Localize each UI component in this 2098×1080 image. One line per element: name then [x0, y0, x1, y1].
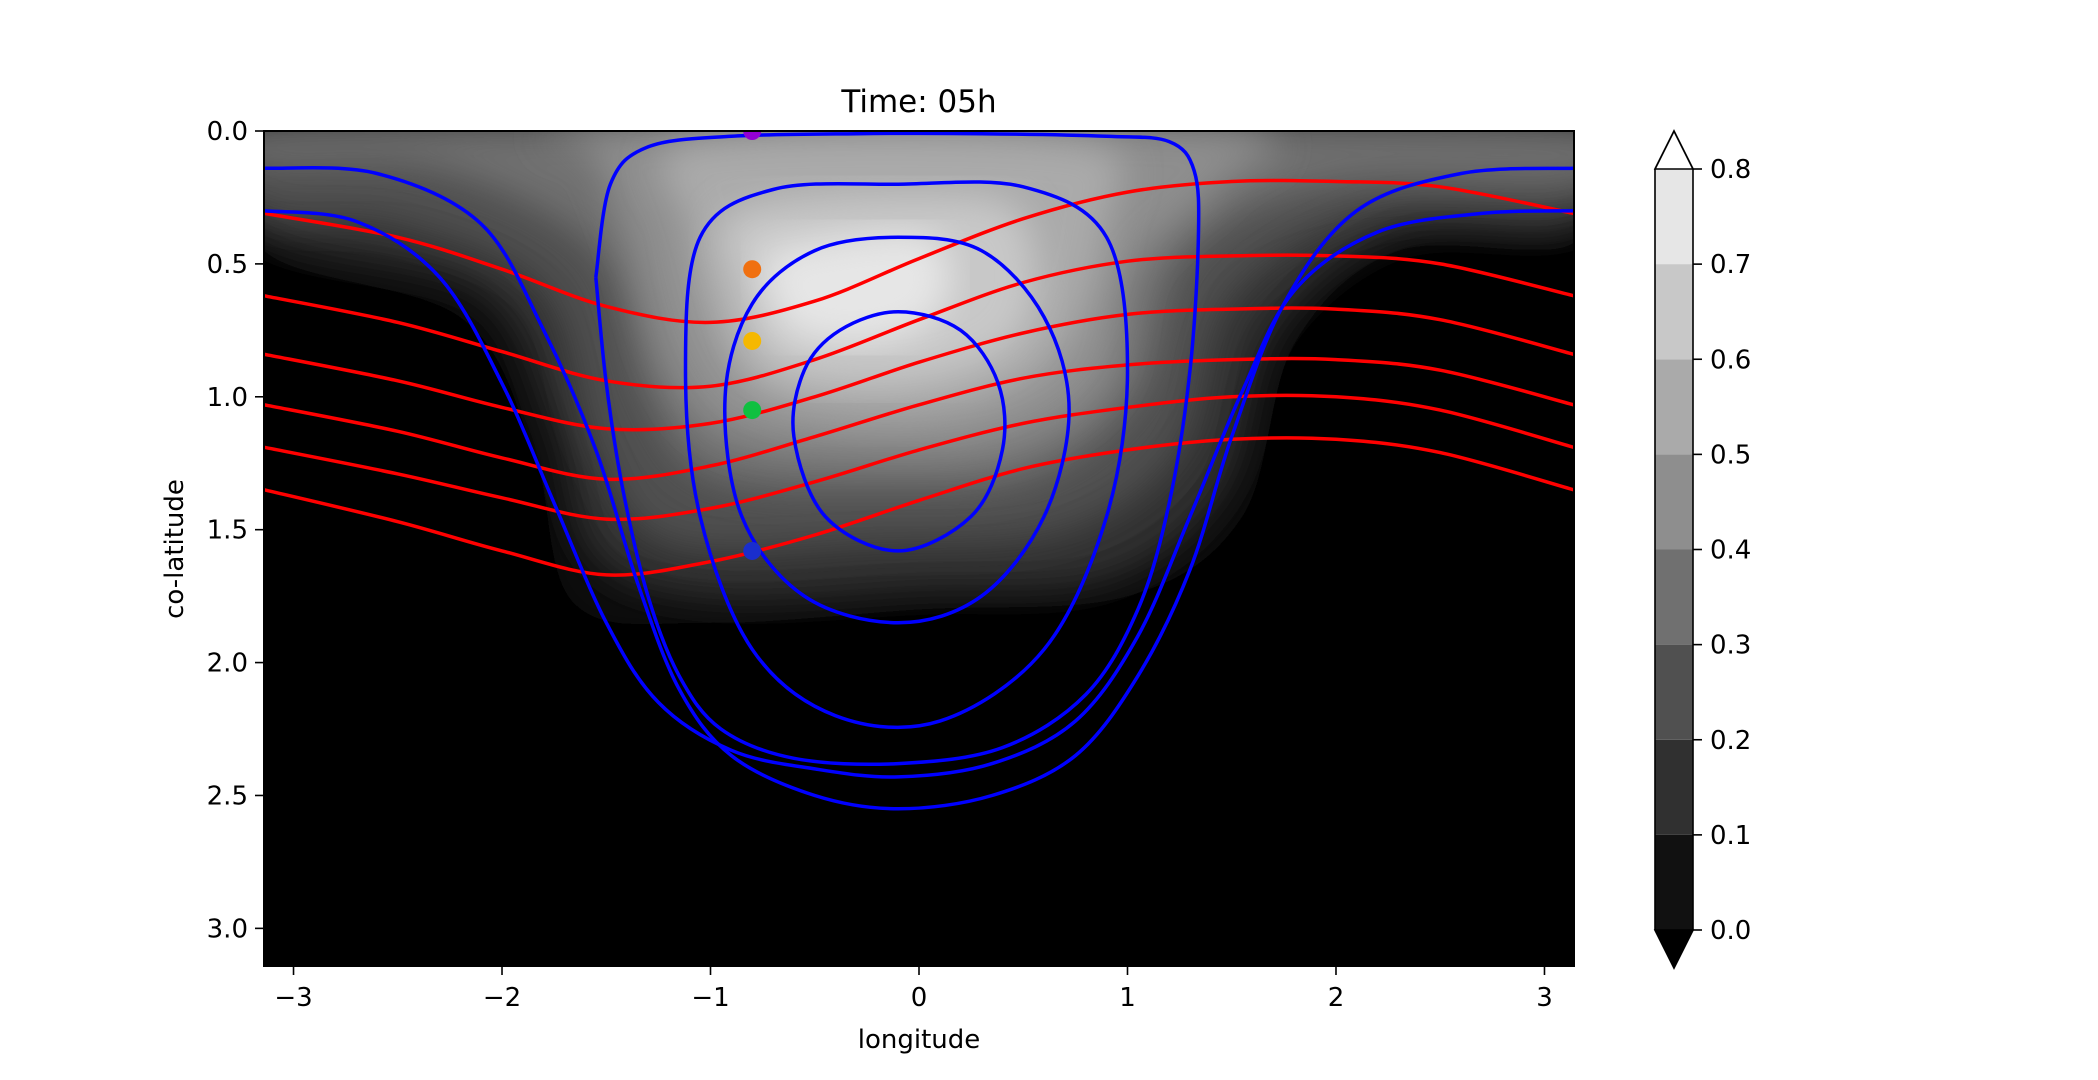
x-tick-label: 2 — [1328, 983, 1345, 1013]
blue-contour-line — [264, 208, 1574, 779]
colorbar-band — [1655, 739, 1693, 835]
red-contour-line — [264, 436, 1574, 577]
y-tick-label: 1.0 — [207, 383, 248, 413]
colorbar-tick-label: 0.7 — [1710, 250, 1751, 280]
marker-yellow — [743, 331, 762, 350]
colorbar-tick-label: 0.8 — [1710, 155, 1751, 185]
marker-green — [743, 401, 762, 420]
red-contour-line — [264, 253, 1574, 390]
colorbar-tick-label: 0.4 — [1710, 536, 1751, 566]
colorbar-tick-label: 0.5 — [1710, 440, 1751, 470]
colorbar-band — [1655, 264, 1693, 360]
red-contour-line — [264, 393, 1574, 522]
colorbar-band — [1655, 549, 1693, 645]
colorbar-over-extension — [1653, 129, 1695, 170]
y-tick-label: 0.0 — [207, 117, 248, 147]
colorbar-band — [1655, 454, 1693, 550]
colorbar: 0.0 0.1 0.2 0.3 0.4 0.5 0.6 0.7 0.8 — [1653, 129, 1751, 970]
red-contour-line — [264, 178, 1574, 325]
blue-contour-line — [594, 131, 1201, 767]
y-axis: 0.0 0.5 1.0 1.5 2.0 2.5 3.0 — [207, 117, 264, 944]
blue-contour-line — [723, 235, 1071, 625]
colorbar-band — [1655, 834, 1693, 930]
colorbar-tick-label: 0.0 — [1710, 916, 1751, 946]
x-tick-label: 3 — [1536, 983, 1553, 1013]
colorbar-tick-label: 0.3 — [1710, 631, 1751, 661]
chart-title: Time: 05h — [840, 84, 996, 120]
colorbar-under-extension — [1653, 929, 1695, 970]
marker-blue — [743, 541, 762, 560]
y-tick-label: 1.5 — [207, 516, 248, 546]
marker-orange — [743, 260, 762, 279]
colorbar-band — [1655, 359, 1693, 455]
colorbar-tick-label: 0.1 — [1710, 821, 1751, 851]
x-axis-label: longitude — [858, 1025, 981, 1055]
marker-purple — [743, 131, 762, 140]
colorbar-tick-label: 0.6 — [1710, 345, 1751, 375]
x-tick-label: −3 — [274, 983, 312, 1013]
red-contour-line — [264, 306, 1574, 432]
x-tick-label: −1 — [691, 983, 729, 1013]
marker-layer — [743, 131, 762, 560]
blue-contour-line — [791, 309, 1007, 553]
red-contour-layer — [264, 178, 1574, 577]
filled-contour-layer — [264, 131, 1574, 625]
y-axis-label: co-latitude — [160, 479, 190, 619]
plot-area — [263, 130, 1575, 967]
x-tick-label: −2 — [483, 983, 521, 1013]
blue-contour-line — [683, 180, 1130, 730]
x-axis: −3 −2 −1 0 1 2 3 — [274, 966, 1553, 1013]
y-tick-label: 2.5 — [207, 781, 248, 811]
y-tick-label: 3.0 — [207, 914, 248, 944]
red-contour-line — [264, 356, 1574, 482]
y-tick-label: 0.5 — [207, 250, 248, 280]
x-tick-label: 1 — [1119, 983, 1136, 1013]
colorbar-band — [1655, 644, 1693, 740]
colorbar-tick-label: 0.2 — [1710, 726, 1751, 756]
x-tick-label: 0 — [911, 983, 928, 1013]
blue-contour-layer — [264, 131, 1574, 811]
colorbar-band — [1655, 169, 1693, 265]
y-tick-label: 2.0 — [207, 649, 248, 679]
